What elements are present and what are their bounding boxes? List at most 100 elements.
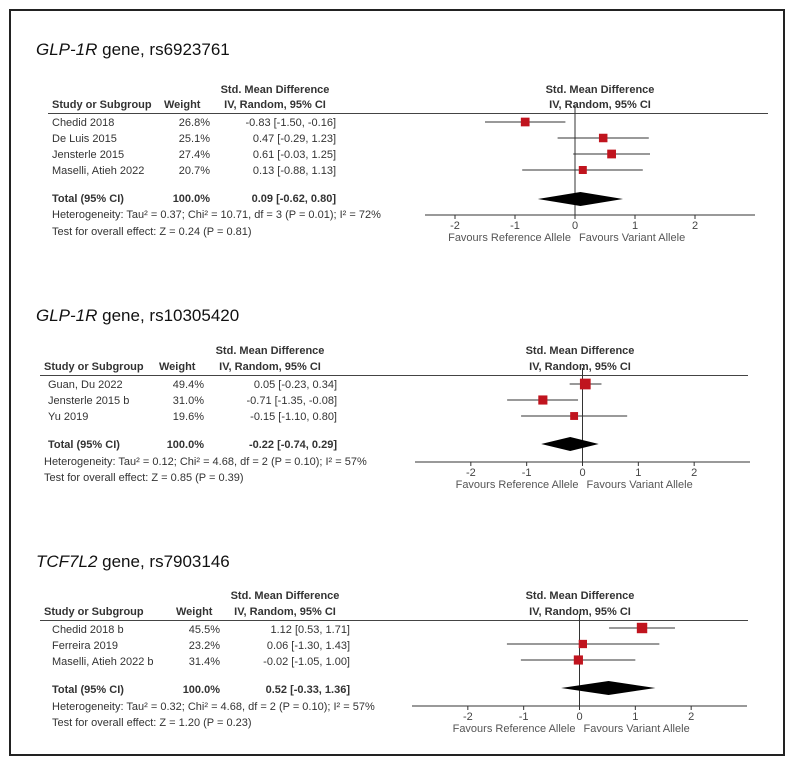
gene-name: GLP-1R bbox=[36, 306, 98, 325]
header-weight: Weight bbox=[164, 99, 201, 111]
study-point-marker bbox=[578, 639, 587, 649]
study-name: Jensterle 2015 bbox=[52, 149, 125, 161]
study-weight: 27.4% bbox=[178, 149, 210, 161]
study-ci: -0.71 [-1.35, -0.08] bbox=[246, 395, 338, 407]
panel-title: TCF7L2 gene, rs7903146 bbox=[36, 552, 230, 572]
header-study: Study or Subgroup bbox=[44, 606, 144, 618]
forest-plot: -2 -1 0 1 2 Favours Reference Allele Favours V… bbox=[425, 106, 755, 244]
header-group-right: Std. Mean Difference bbox=[545, 84, 655, 96]
total-diamond bbox=[537, 192, 623, 206]
study-point-marker bbox=[578, 165, 587, 175]
x-tick-label: -2 bbox=[466, 467, 476, 479]
study-name: Jensterle 2015 b bbox=[48, 395, 130, 407]
x-tick-label: -2 bbox=[450, 220, 460, 232]
study-weight: 20.7% bbox=[178, 165, 210, 177]
favours-right-label: Favours Variant Allele bbox=[587, 479, 693, 491]
total-weight: 100.0% bbox=[182, 684, 220, 696]
x-tick-label: -1 bbox=[519, 711, 529, 723]
study-weight: 23.2% bbox=[188, 640, 220, 652]
study-ci: 0.47 [-0.29, 1.23] bbox=[252, 133, 336, 145]
panel-title: GLP-1R gene, rs10305420 bbox=[36, 306, 239, 326]
study-name: Chedid 2018 bbox=[52, 117, 115, 129]
study-weight: 49.4% bbox=[172, 379, 204, 391]
total-label: Total (95% CI) bbox=[52, 684, 124, 696]
study-point-marker bbox=[570, 412, 579, 420]
header-divider bbox=[48, 113, 768, 114]
heterogeneity-text: Heterogeneity: Tau² = 0.37; Chi² = 10.71… bbox=[52, 209, 381, 221]
overall-effect-text: Test for overall effect: Z = 1.20 (P = 0… bbox=[52, 717, 252, 729]
x-tick-label: -2 bbox=[463, 711, 473, 723]
total-label: Total (95% CI) bbox=[48, 439, 120, 451]
header-method-left: IV, Random, 95% CI bbox=[234, 606, 336, 618]
favours-right-label: Favours Variant Allele bbox=[584, 723, 690, 735]
heterogeneity-text: Heterogeneity: Tau² = 0.32; Chi² = 4.68,… bbox=[52, 701, 375, 713]
study-ci: 0.05 [-0.23, 0.34] bbox=[253, 379, 337, 391]
header-group-right: Std. Mean Difference bbox=[525, 590, 635, 602]
favours-left-label: Favours Reference Allele bbox=[448, 232, 571, 244]
x-tick-label: 1 bbox=[632, 711, 638, 723]
total-ci: 0.09 [-0.62, 0.80] bbox=[251, 193, 336, 205]
total-label: Total (95% CI) bbox=[52, 193, 124, 205]
x-tick-label: 0 bbox=[572, 220, 578, 232]
study-ci: -0.83 [-1.50, -0.16] bbox=[245, 117, 337, 129]
study-name: Yu 2019 bbox=[48, 411, 89, 423]
gene-name: GLP-1R bbox=[36, 40, 98, 59]
x-tick-label: 2 bbox=[691, 467, 697, 479]
study-name: Maselli, Atieh 2022 bbox=[52, 165, 145, 177]
header-group-left: Std. Mean Difference bbox=[230, 590, 340, 602]
overall-effect-text: Test for overall effect: Z = 0.24 (P = 0… bbox=[52, 226, 252, 238]
study-weight: 19.6% bbox=[172, 411, 204, 423]
study-name: Chedid 2018 b bbox=[52, 624, 124, 636]
total-weight: 100.0% bbox=[166, 439, 204, 451]
study-point-marker bbox=[598, 133, 608, 143]
title-rest: gene, rs10305420 bbox=[97, 306, 240, 325]
panel-title: GLP-1R gene, rs6923761 bbox=[36, 40, 230, 60]
favours-left-label: Favours Reference Allele bbox=[456, 479, 579, 491]
header-study: Study or Subgroup bbox=[44, 361, 144, 373]
study-ci: -0.02 [-1.05, 1.00] bbox=[263, 656, 350, 668]
total-diamond bbox=[541, 437, 599, 451]
study-name: De Luis 2015 bbox=[52, 133, 117, 145]
total-diamond bbox=[561, 681, 656, 695]
total-ci: 0.52 [-0.33, 1.36] bbox=[265, 684, 350, 696]
x-tick-label: 0 bbox=[576, 711, 582, 723]
header-group-right: Std. Mean Difference bbox=[525, 345, 635, 357]
x-tick-label: 2 bbox=[692, 220, 698, 232]
favours-right-label: Favours Variant Allele bbox=[579, 232, 685, 244]
header-group-left: Std. Mean Difference bbox=[215, 345, 325, 357]
header-method-left: IV, Random, 95% CI bbox=[219, 361, 321, 373]
study-ci: 1.12 [0.53, 1.71] bbox=[270, 624, 350, 636]
x-tick-label: 1 bbox=[635, 467, 641, 479]
header-divider bbox=[40, 375, 748, 376]
x-tick-label: 0 bbox=[579, 467, 585, 479]
study-ci: 0.61 [-0.03, 1.25] bbox=[252, 149, 336, 161]
title-rest: gene, rs6923761 bbox=[97, 40, 230, 59]
header-method-right: IV, Random, 95% CI bbox=[529, 606, 631, 618]
study-point-marker bbox=[607, 149, 616, 159]
study-weight: 26.8% bbox=[178, 117, 210, 129]
header-divider bbox=[40, 620, 748, 621]
figure-frame bbox=[9, 9, 785, 756]
study-point-marker bbox=[538, 395, 548, 405]
title-rest: gene, rs7903146 bbox=[97, 552, 230, 571]
header-study: Study or Subgroup bbox=[52, 99, 152, 111]
study-ci: 0.06 [-1.30, 1.43] bbox=[266, 640, 350, 652]
study-ci: -0.15 [-1.10, 0.80] bbox=[250, 411, 337, 423]
study-name: Ferreira 2019 bbox=[52, 640, 119, 652]
x-tick-label: 2 bbox=[688, 711, 694, 723]
study-point-marker bbox=[579, 378, 591, 390]
x-tick-label: -1 bbox=[522, 467, 532, 479]
favours-left-label: Favours Reference Allele bbox=[453, 723, 576, 735]
x-tick-label: 1 bbox=[632, 220, 638, 232]
study-name: Guan, Du 2022 bbox=[48, 379, 123, 391]
study-weight: 25.1% bbox=[178, 133, 210, 145]
header-weight: Weight bbox=[176, 606, 213, 618]
header-method-right: IV, Random, 95% CI bbox=[529, 361, 631, 373]
study-name: Maselli, Atieh 2022 b bbox=[52, 656, 154, 668]
study-weight: 31.0% bbox=[172, 395, 204, 407]
total-weight: 100.0% bbox=[172, 193, 210, 205]
overall-effect-text: Test for overall effect: Z = 0.85 (P = 0… bbox=[44, 472, 244, 484]
heterogeneity-text: Heterogeneity: Tau² = 0.12; Chi² = 4.68,… bbox=[44, 456, 367, 468]
study-weight: 45.5% bbox=[188, 624, 220, 636]
